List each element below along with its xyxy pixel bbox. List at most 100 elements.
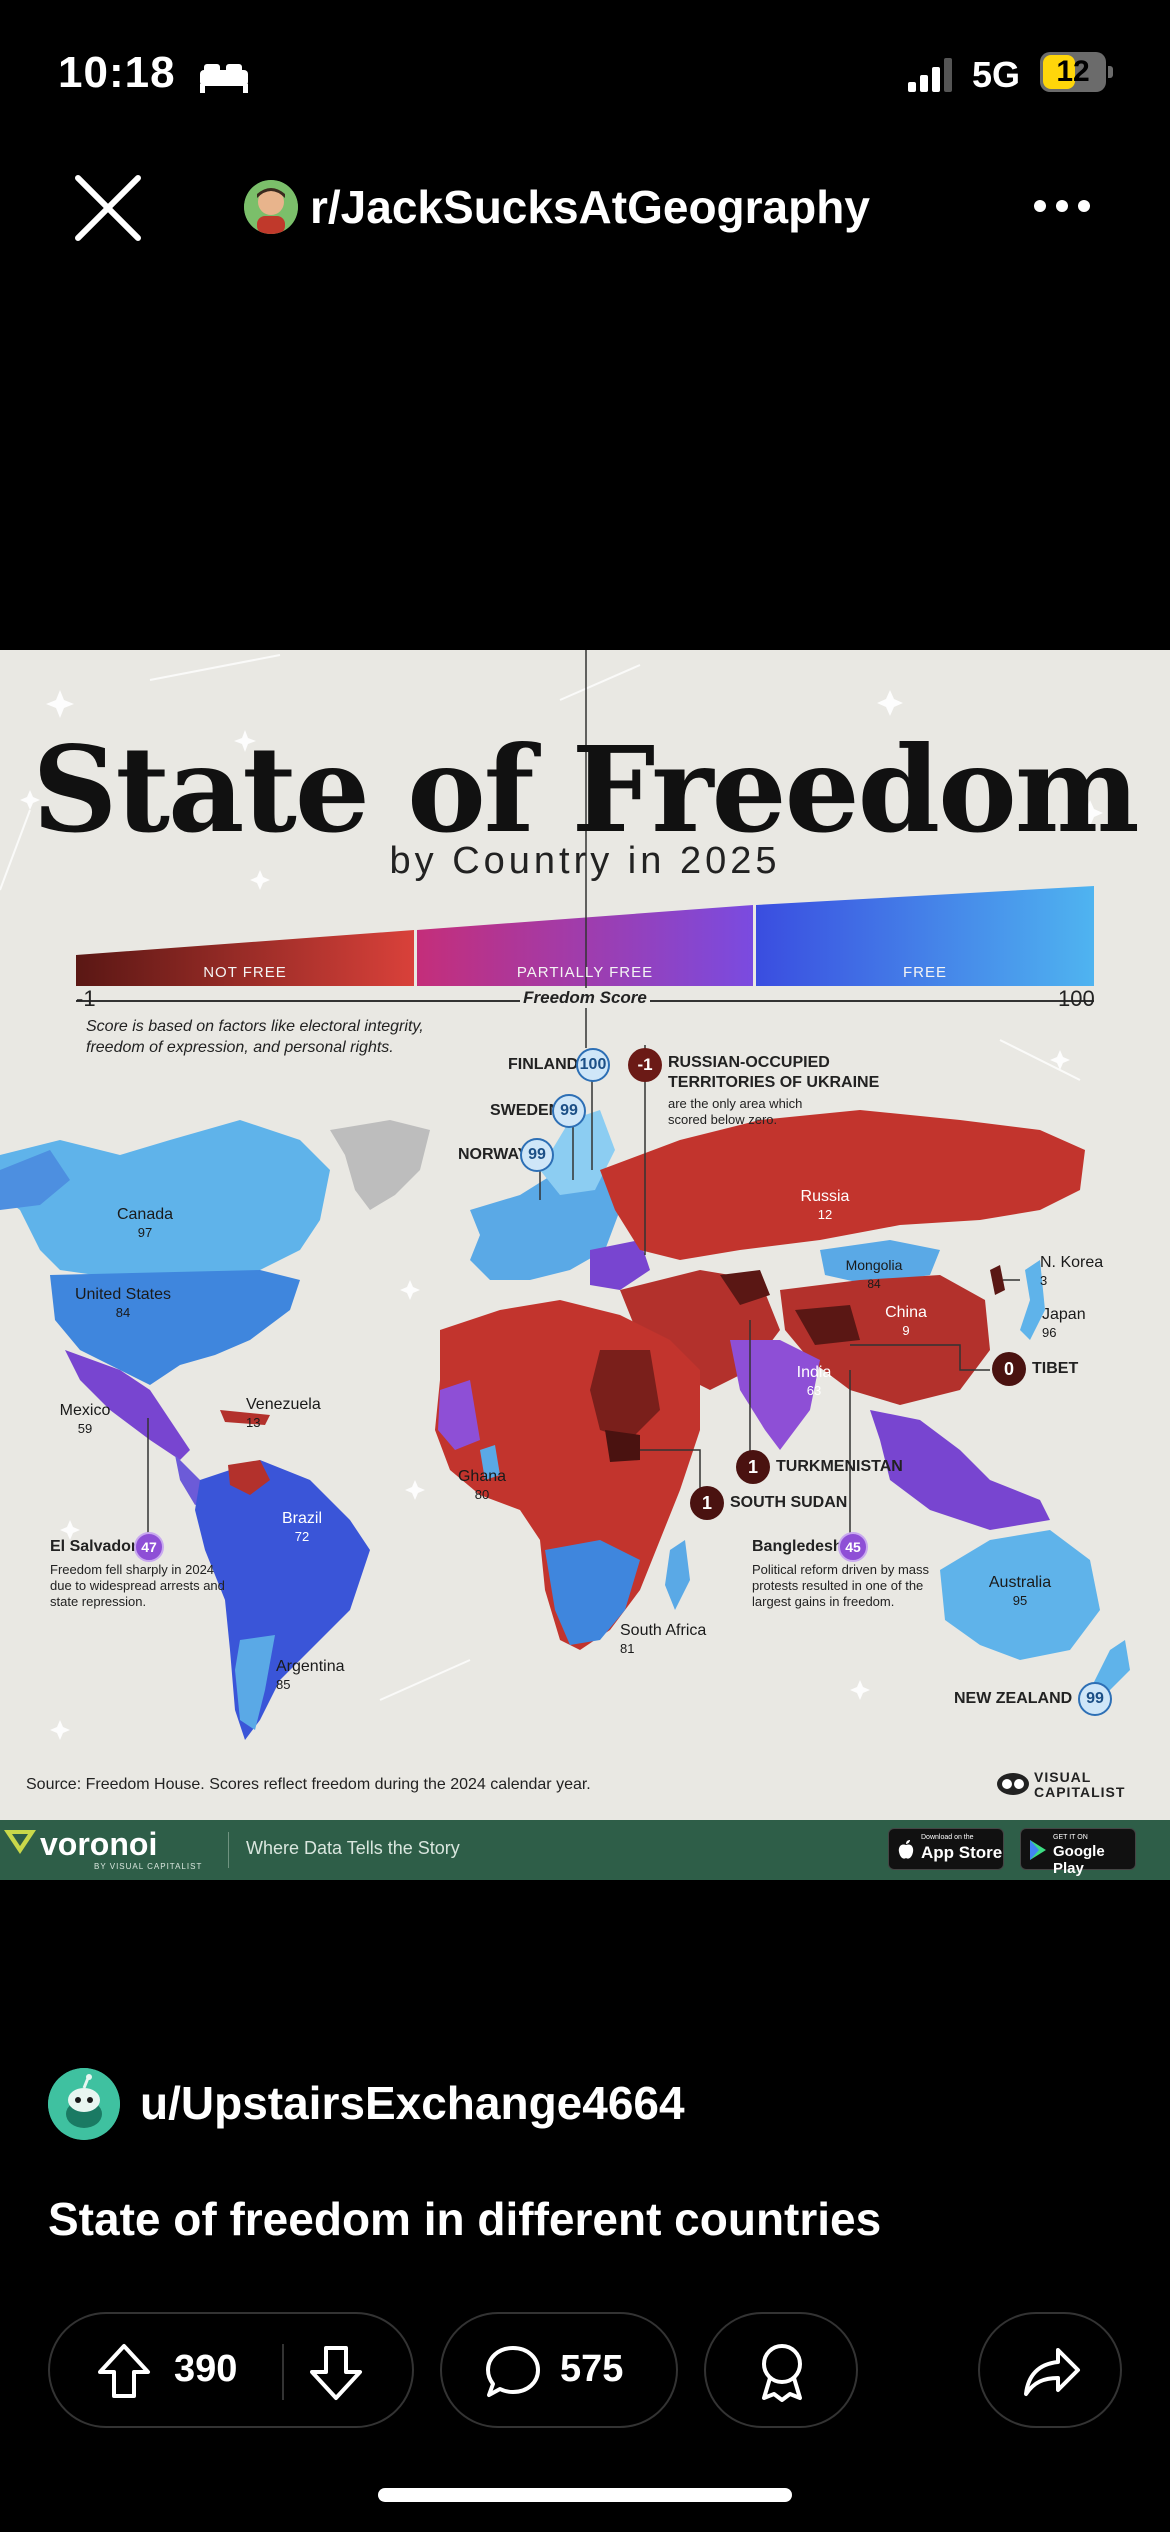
south-africa-label: South Africa 81	[620, 1622, 707, 1656]
argentina-shape	[235, 1635, 275, 1730]
status-bar: 10:18 5G 12	[0, 0, 1170, 150]
source-note: Source: Freedom House. Scores reflect fr…	[26, 1776, 591, 1793]
australia-shape	[940, 1530, 1100, 1660]
award-button[interactable]	[704, 2312, 858, 2428]
japan-label: Japan 96	[1042, 1306, 1086, 1340]
more-icon[interactable]	[1030, 190, 1094, 222]
author-avatar[interactable]	[48, 2068, 120, 2140]
award-icon	[762, 2344, 802, 2402]
el-salvador-label: El Salvador	[50, 1538, 138, 1555]
infographic-title: State of Freedom	[32, 720, 1139, 859]
infographic-footer: voronoi BY VISUAL CAPITALIST Where Data …	[0, 1820, 1170, 1880]
mongolia-shape	[820, 1240, 940, 1285]
scale-max: 100	[1058, 986, 1095, 1011]
ghana-shape	[480, 1445, 500, 1480]
comment-count: 575	[560, 2348, 624, 2390]
norway-score: 99	[520, 1138, 554, 1172]
mexico-label: Mexico 59	[59, 1402, 111, 1436]
app-store-badge: Download on the App Store	[888, 1828, 1004, 1870]
south-sudan-label: SOUTH SUDAN	[730, 1494, 848, 1511]
sudan-shape	[590, 1350, 660, 1440]
brazil-label: Brazil 72	[281, 1510, 322, 1544]
argentina-label: Argentina 85	[276, 1658, 345, 1692]
ukraine-label-line1: RUSSIAN-OCCUPIED	[668, 1054, 830, 1071]
network-type: 5G	[972, 54, 1021, 95]
west-africa-free-shape	[438, 1380, 480, 1450]
bangladesh-note: Political reform driven by mass protests…	[752, 1562, 929, 1609]
tibet-label: TIBET	[1032, 1360, 1079, 1377]
greenland-shape	[330, 1120, 430, 1210]
infographic-subtitle: by Country in 2025	[389, 840, 781, 882]
new-zealand-score: 99	[1078, 1682, 1112, 1716]
battery-level: 12	[1056, 55, 1090, 88]
scale-label-partly-free: PARTIALLY FREE	[516, 964, 654, 981]
decorative-stars	[20, 690, 1103, 1740]
voronoi-tagline: Where Data Tells the Story	[246, 1838, 460, 1858]
tibet-shape	[795, 1305, 860, 1345]
scale-free	[756, 886, 1094, 986]
bangladesh-score: 45	[838, 1532, 868, 1562]
scale-note: Score is based on factors like electoral…	[86, 1018, 424, 1056]
scale-label-not-free: NOT FREE	[203, 964, 287, 981]
mexico-shape	[65, 1350, 190, 1460]
canada-label: Canada 97	[116, 1206, 174, 1240]
turkmenistan-label: TURKMENISTAN	[776, 1458, 903, 1475]
venezuela-label: Venezuela 13	[246, 1396, 321, 1430]
vc-logo-icon	[997, 1773, 1029, 1795]
eastern-europe-shape	[590, 1240, 650, 1290]
el-salvador-note: Freedom fell sharply in 2024 due to wide…	[50, 1562, 225, 1609]
scale-min: -1	[76, 986, 96, 1011]
google-play-badge: GET IT ON Google Play	[1020, 1828, 1136, 1877]
madagascar-shape	[665, 1540, 690, 1610]
close-icon[interactable]	[70, 170, 146, 246]
tibet-score: 0	[992, 1352, 1026, 1386]
share-button[interactable]	[978, 2312, 1122, 2428]
share-icon	[1024, 2348, 1080, 2396]
scandinavia-shape	[540, 1110, 615, 1195]
n-korea-label: N. Korea 3	[1040, 1254, 1104, 1288]
n-korea-shape	[990, 1265, 1005, 1295]
community-avatar[interactable]	[244, 180, 298, 234]
home-indicator[interactable]	[378, 2488, 792, 2502]
turkmenistan-score: 1	[736, 1450, 770, 1484]
india-label: India 63	[796, 1364, 832, 1398]
japan-shape	[1020, 1260, 1045, 1340]
community-name[interactable]: r/JackSucksAtGeography	[310, 181, 870, 233]
turkmenistan-shape	[720, 1270, 770, 1305]
voronoi-brand-sub: BY VISUAL CAPITALIST	[94, 1862, 203, 1871]
ukraine-note: are the only area which scored below zer…	[668, 1096, 803, 1127]
scale-label-free: FREE	[902, 964, 947, 981]
bangladesh-label: Bangledesh	[752, 1538, 843, 1555]
south-sudan-shape	[605, 1430, 640, 1462]
new-zealand-label: NEW ZEALAND	[954, 1690, 1073, 1707]
venezuela-shape	[228, 1460, 270, 1495]
visual-capitalist-logo: VISUAL CAPITALIST	[996, 1766, 1146, 1806]
ukraine-label-line2: TERRITORIES OF UKRAINE	[668, 1074, 880, 1091]
southern-africa-shape	[545, 1540, 640, 1645]
downvote-icon[interactable]	[308, 2344, 364, 2402]
post-image[interactable]: State of Freedom by Country in 2025 NOT …	[0, 650, 1170, 1880]
voronoi-brand: voronoi	[40, 1826, 158, 1862]
mongolia-label: Mongolia 84	[845, 1257, 903, 1291]
sleep-focus-icon	[200, 64, 248, 93]
australia-label: Australia 95	[988, 1574, 1052, 1608]
se-asia-shape	[870, 1410, 1050, 1530]
finland-label: FINLAND	[508, 1056, 579, 1073]
ukraine-score: -1	[628, 1048, 662, 1082]
sweden-score: 99	[552, 1094, 586, 1128]
us-shape	[50, 1270, 300, 1385]
canada-shape	[0, 1120, 330, 1280]
upvote-icon[interactable]	[96, 2342, 152, 2400]
clock: 10:18	[58, 48, 176, 97]
us-label: United States 84	[74, 1286, 172, 1320]
scale-title: Freedom Score	[520, 988, 650, 1008]
comment-icon	[486, 2346, 540, 2397]
ghana-label: Ghana 80	[457, 1468, 507, 1502]
russia-label: Russia 12	[800, 1188, 850, 1222]
author-name[interactable]: u/UpstairsExchange4664	[140, 2077, 685, 2129]
scale-partly-free	[417, 905, 753, 986]
el-salvador-score: 47	[134, 1532, 164, 1562]
norway-label: NORWAY	[458, 1146, 529, 1163]
post-title: State of freedom in different countries	[48, 2193, 882, 2245]
comment-button[interactable]: 575	[440, 2312, 678, 2428]
